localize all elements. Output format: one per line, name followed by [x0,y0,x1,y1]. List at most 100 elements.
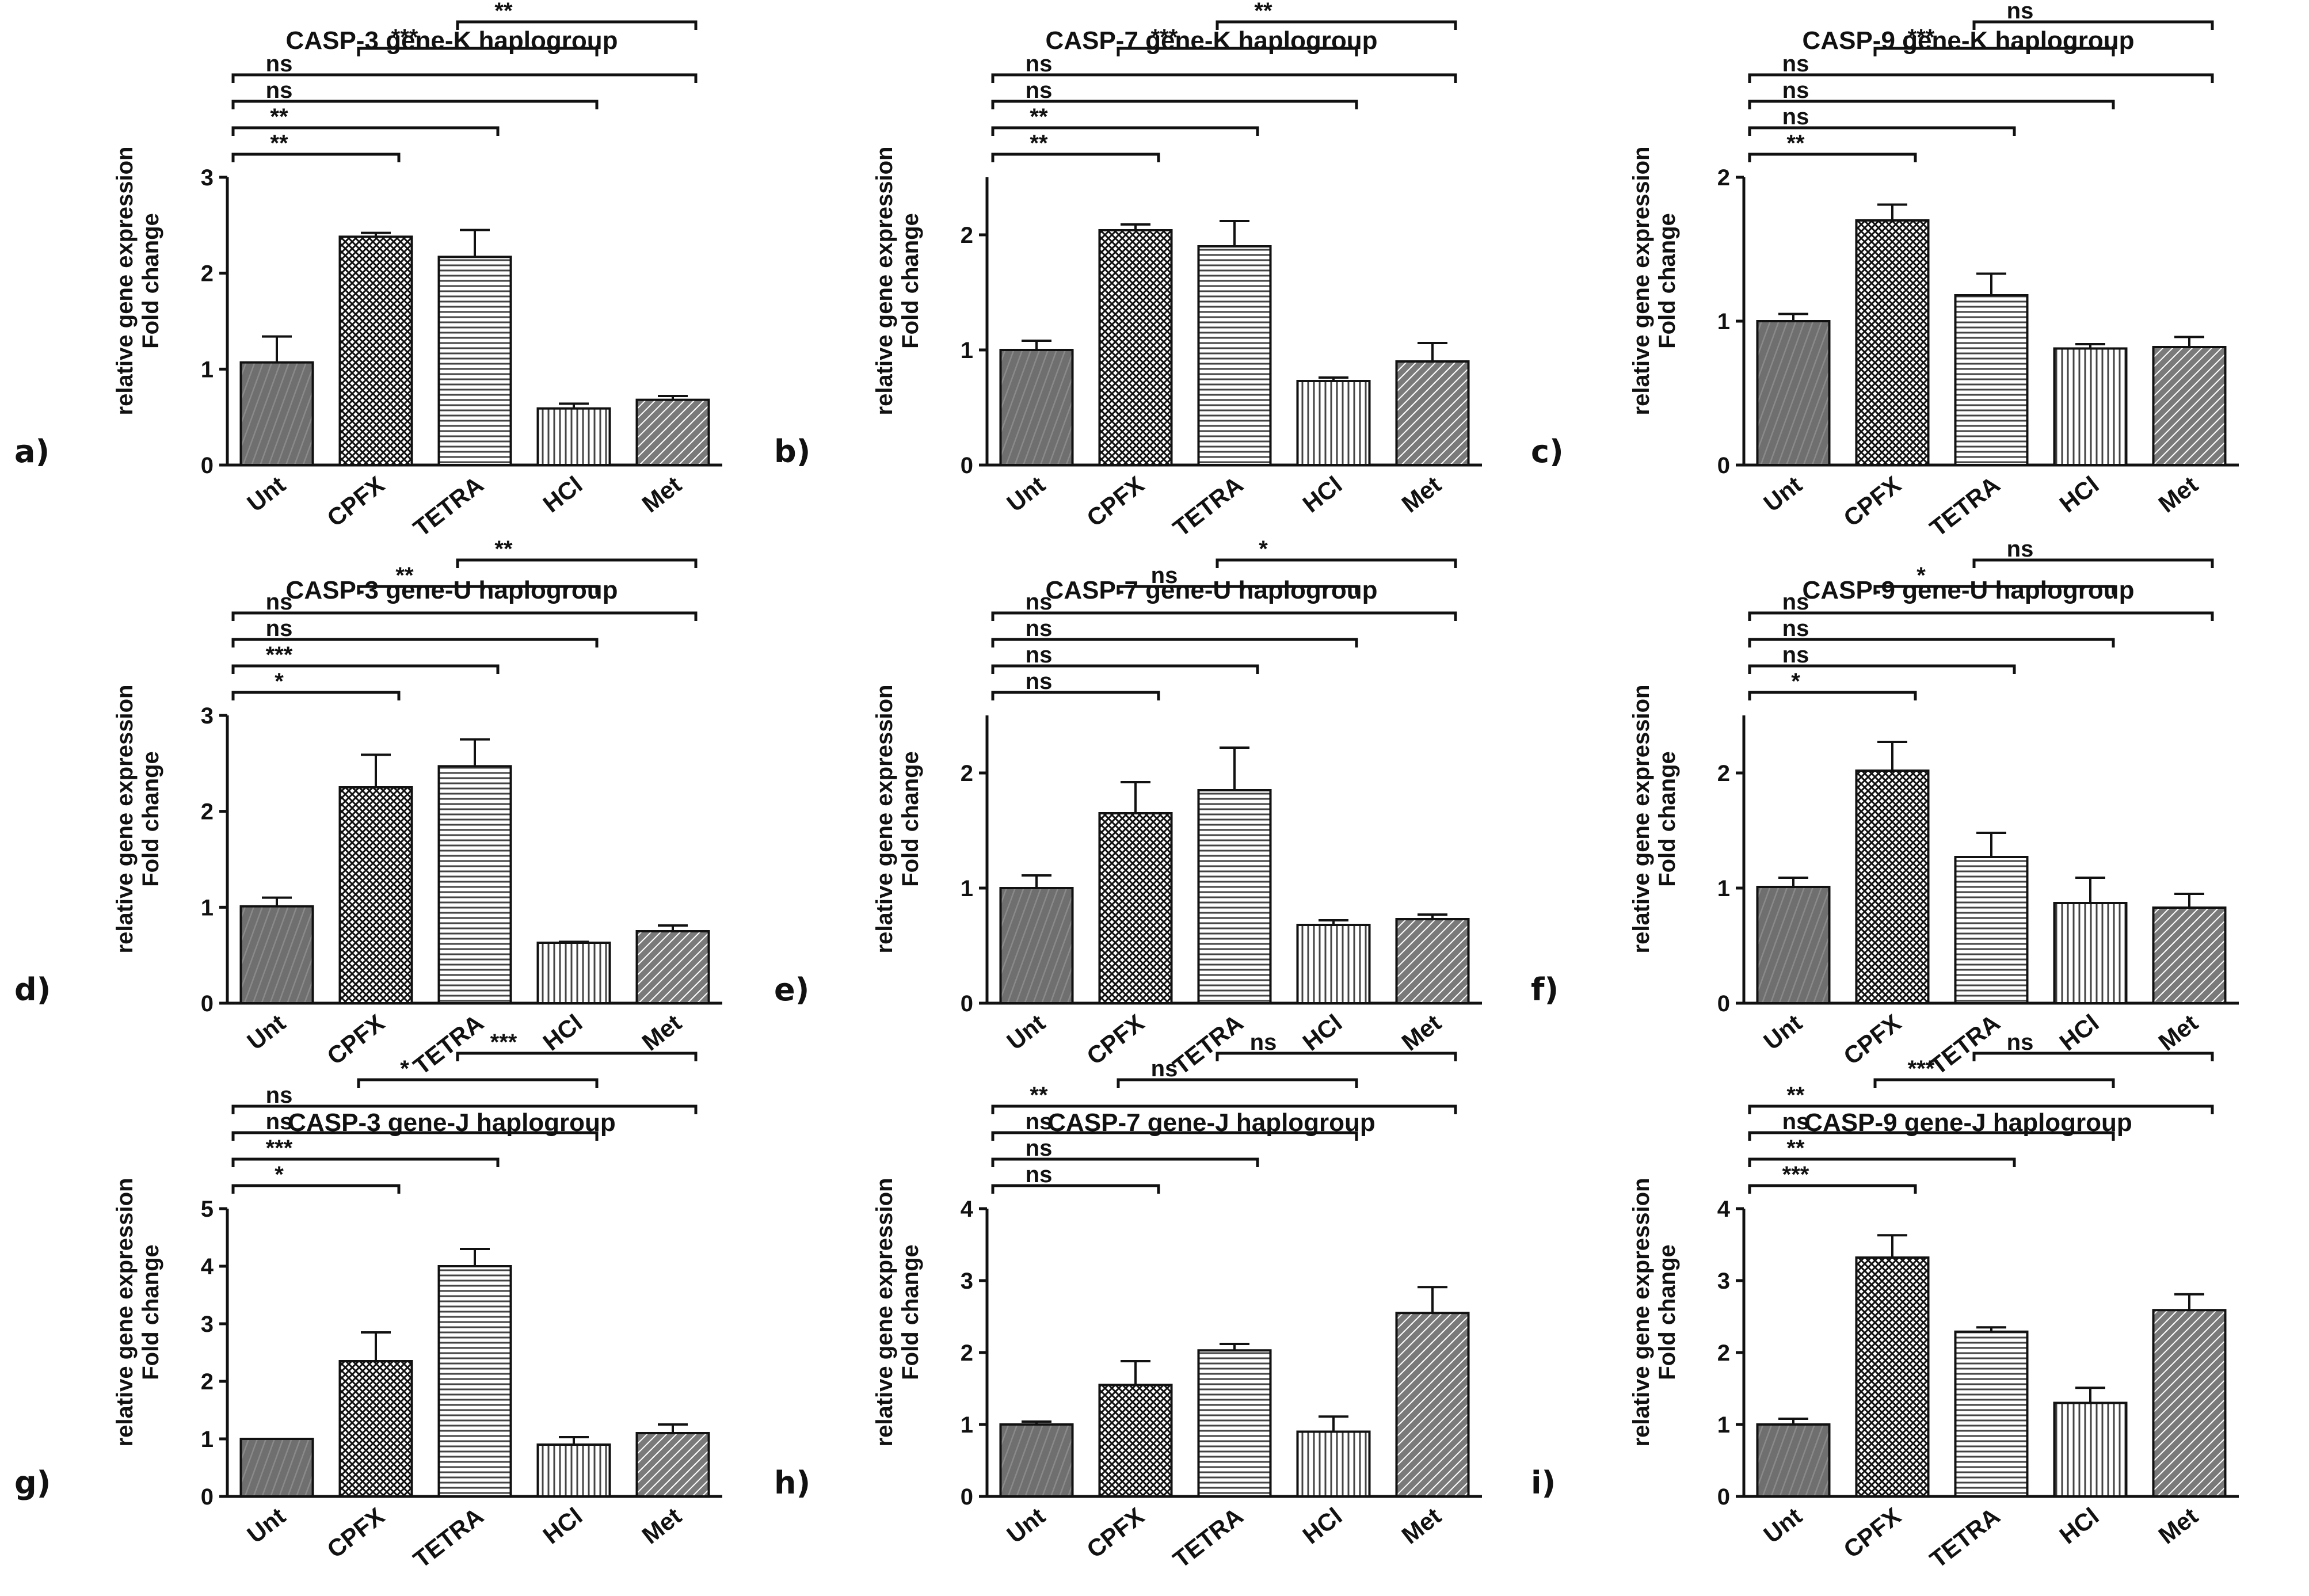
bar-hcl [2055,349,2127,466]
bar-unt [1001,1424,1073,1496]
bar-tetra [1199,1350,1271,1496]
x-tick-label: TETRA [408,1009,488,1080]
significance-label: * [275,669,284,694]
chart-title: CASP-7 gene-K haplogroup [1046,26,1378,55]
significance-label: *** [1782,1162,1809,1187]
x-tick-label: HCl [538,1502,588,1549]
significance-label: * [1259,536,1268,562]
significance-label: ns [1026,1109,1053,1134]
significance-label: ** [1786,131,1805,156]
y-tick-label: 2 [1717,1340,1730,1366]
x-tick-label: HCl [2055,1502,2104,1549]
y-tick-label: 2 [1717,761,1730,786]
bar-unt [241,906,313,1003]
significance-label: ns [266,78,293,103]
bar-cpfx [1857,220,1929,465]
x-tick-label: Unt [1001,1502,1050,1548]
y-axis-label: relative gene expression [1629,147,1654,416]
significance-label: ** [1254,0,1272,24]
x-tick-label: Met [2154,471,2203,518]
bar-tetra [1199,246,1271,465]
significance-label: ns [1782,78,1809,103]
bar-hcl [1298,381,1370,465]
y-tick-label: 3 [201,165,214,191]
y-tick-label: 1 [201,1427,214,1452]
chart-title: CASP-7 gene-U haplogroup [1046,576,1378,604]
significance-bracket [1750,613,2212,621]
y-tick-label: 4 [201,1254,214,1279]
significance-label: ns [266,616,293,641]
significance-bracket [1750,1186,1915,1194]
significance-bracket [233,154,399,162]
significance-label: ns [1026,51,1053,77]
significance-label: ns [1151,1056,1178,1081]
y-tick-label: 0 [1717,991,1730,1016]
bar-cpfx [1857,1258,1929,1496]
x-tick-label: TETRA [1925,1502,2005,1573]
panel-label: a) [14,433,49,470]
panel-label: c) [1531,433,1564,470]
x-tick-label: Met [1397,1502,1446,1549]
y-tick-label: 4 [961,1197,974,1222]
chart-panel-9: i)CASP-9 gene-J haplogrouprelative gene … [1531,1030,2239,1573]
x-tick-label: CPFX [1838,471,1906,532]
x-tick-label: Unt [1758,471,1807,517]
x-tick-label: TETRA [408,1502,488,1573]
y-tick-label: 2 [961,761,973,786]
x-tick-label: Unt [1001,471,1050,517]
x-tick-label: Met [637,1502,687,1549]
x-tick-label: HCl [1298,1502,1347,1549]
chart-title: CASP-9 gene-U haplogroup [1803,576,2135,604]
significance-bracket [993,154,1159,162]
y-tick-label: 1 [1717,876,1730,901]
significance-label: *** [1908,1056,1935,1081]
significance-label: ** [1786,1083,1805,1108]
significance-bracket [1750,692,1915,700]
y-tick-label: 1 [1717,309,1730,334]
bar-hcl [538,1445,610,1496]
significance-label: ns [1782,642,1809,668]
significance-label: ns [1782,104,1809,129]
bar-unt [1758,887,1830,1003]
significance-bracket [1750,75,2212,83]
y-axis-label: relative gene expression [112,147,138,416]
y-axis-label: relative gene expression [872,147,897,416]
bar-met [2154,347,2226,465]
significance-label: ** [494,536,513,562]
y-tick-label: 0 [201,453,214,478]
panel-label: g) [14,1465,51,1501]
significance-label: ns [266,51,293,77]
x-tick-label: CPFX [322,1009,389,1070]
y-axis-label: Fold change [1655,213,1680,349]
chart-panel-3: c)CASP-9 gene-K haplogrouprelative gene … [1531,0,2239,542]
significance-label: ns [1151,563,1178,588]
y-tick-label: 0 [1717,1484,1730,1510]
significance-label: ns [1026,642,1053,668]
bar-cpfx [1857,771,1929,1003]
y-tick-label: 1 [201,895,214,920]
x-tick-label: Unt [242,1502,290,1548]
y-tick-label: 1 [1717,1412,1730,1438]
significance-label: ** [270,131,288,156]
bar-hcl [2055,903,2127,1003]
x-tick-label: CPFX [1081,1009,1149,1070]
significance-bracket [233,613,696,621]
y-axis-label: relative gene expression [112,1178,138,1447]
significance-bracket [233,692,399,700]
bar-tetra [439,257,511,465]
significance-bracket [233,75,696,83]
bar-cpfx [340,1361,412,1496]
bar-cpfx [340,787,412,1003]
significance-label: ns [1026,1136,1053,1161]
chart-panel-5: e)CASP-7 gene-U haplogrouprelative gene … [774,536,1482,1080]
y-axis-label: relative gene expression [872,1178,897,1447]
significance-label: *** [266,1136,293,1161]
y-tick-label: 2 [961,1340,973,1366]
significance-label: ns [1026,589,1053,615]
x-tick-label: TETRA [408,471,488,542]
significance-label: * [275,1162,284,1187]
y-axis-label: Fold change [138,213,163,349]
x-tick-label: HCl [538,471,588,518]
bar-unt [241,363,313,465]
panel-label: b) [774,433,810,470]
